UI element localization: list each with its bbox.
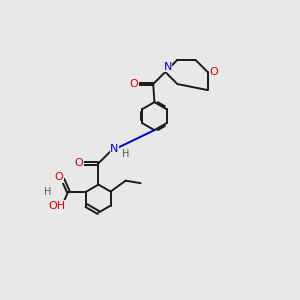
Text: OH: OH <box>48 201 65 211</box>
Text: O: O <box>129 79 138 89</box>
Text: N: N <box>110 144 118 154</box>
Text: N: N <box>164 62 172 72</box>
Text: O: O <box>55 172 64 182</box>
Text: H: H <box>44 187 51 196</box>
Text: O: O <box>210 67 218 77</box>
Text: H: H <box>122 148 130 159</box>
Text: O: O <box>74 158 83 168</box>
